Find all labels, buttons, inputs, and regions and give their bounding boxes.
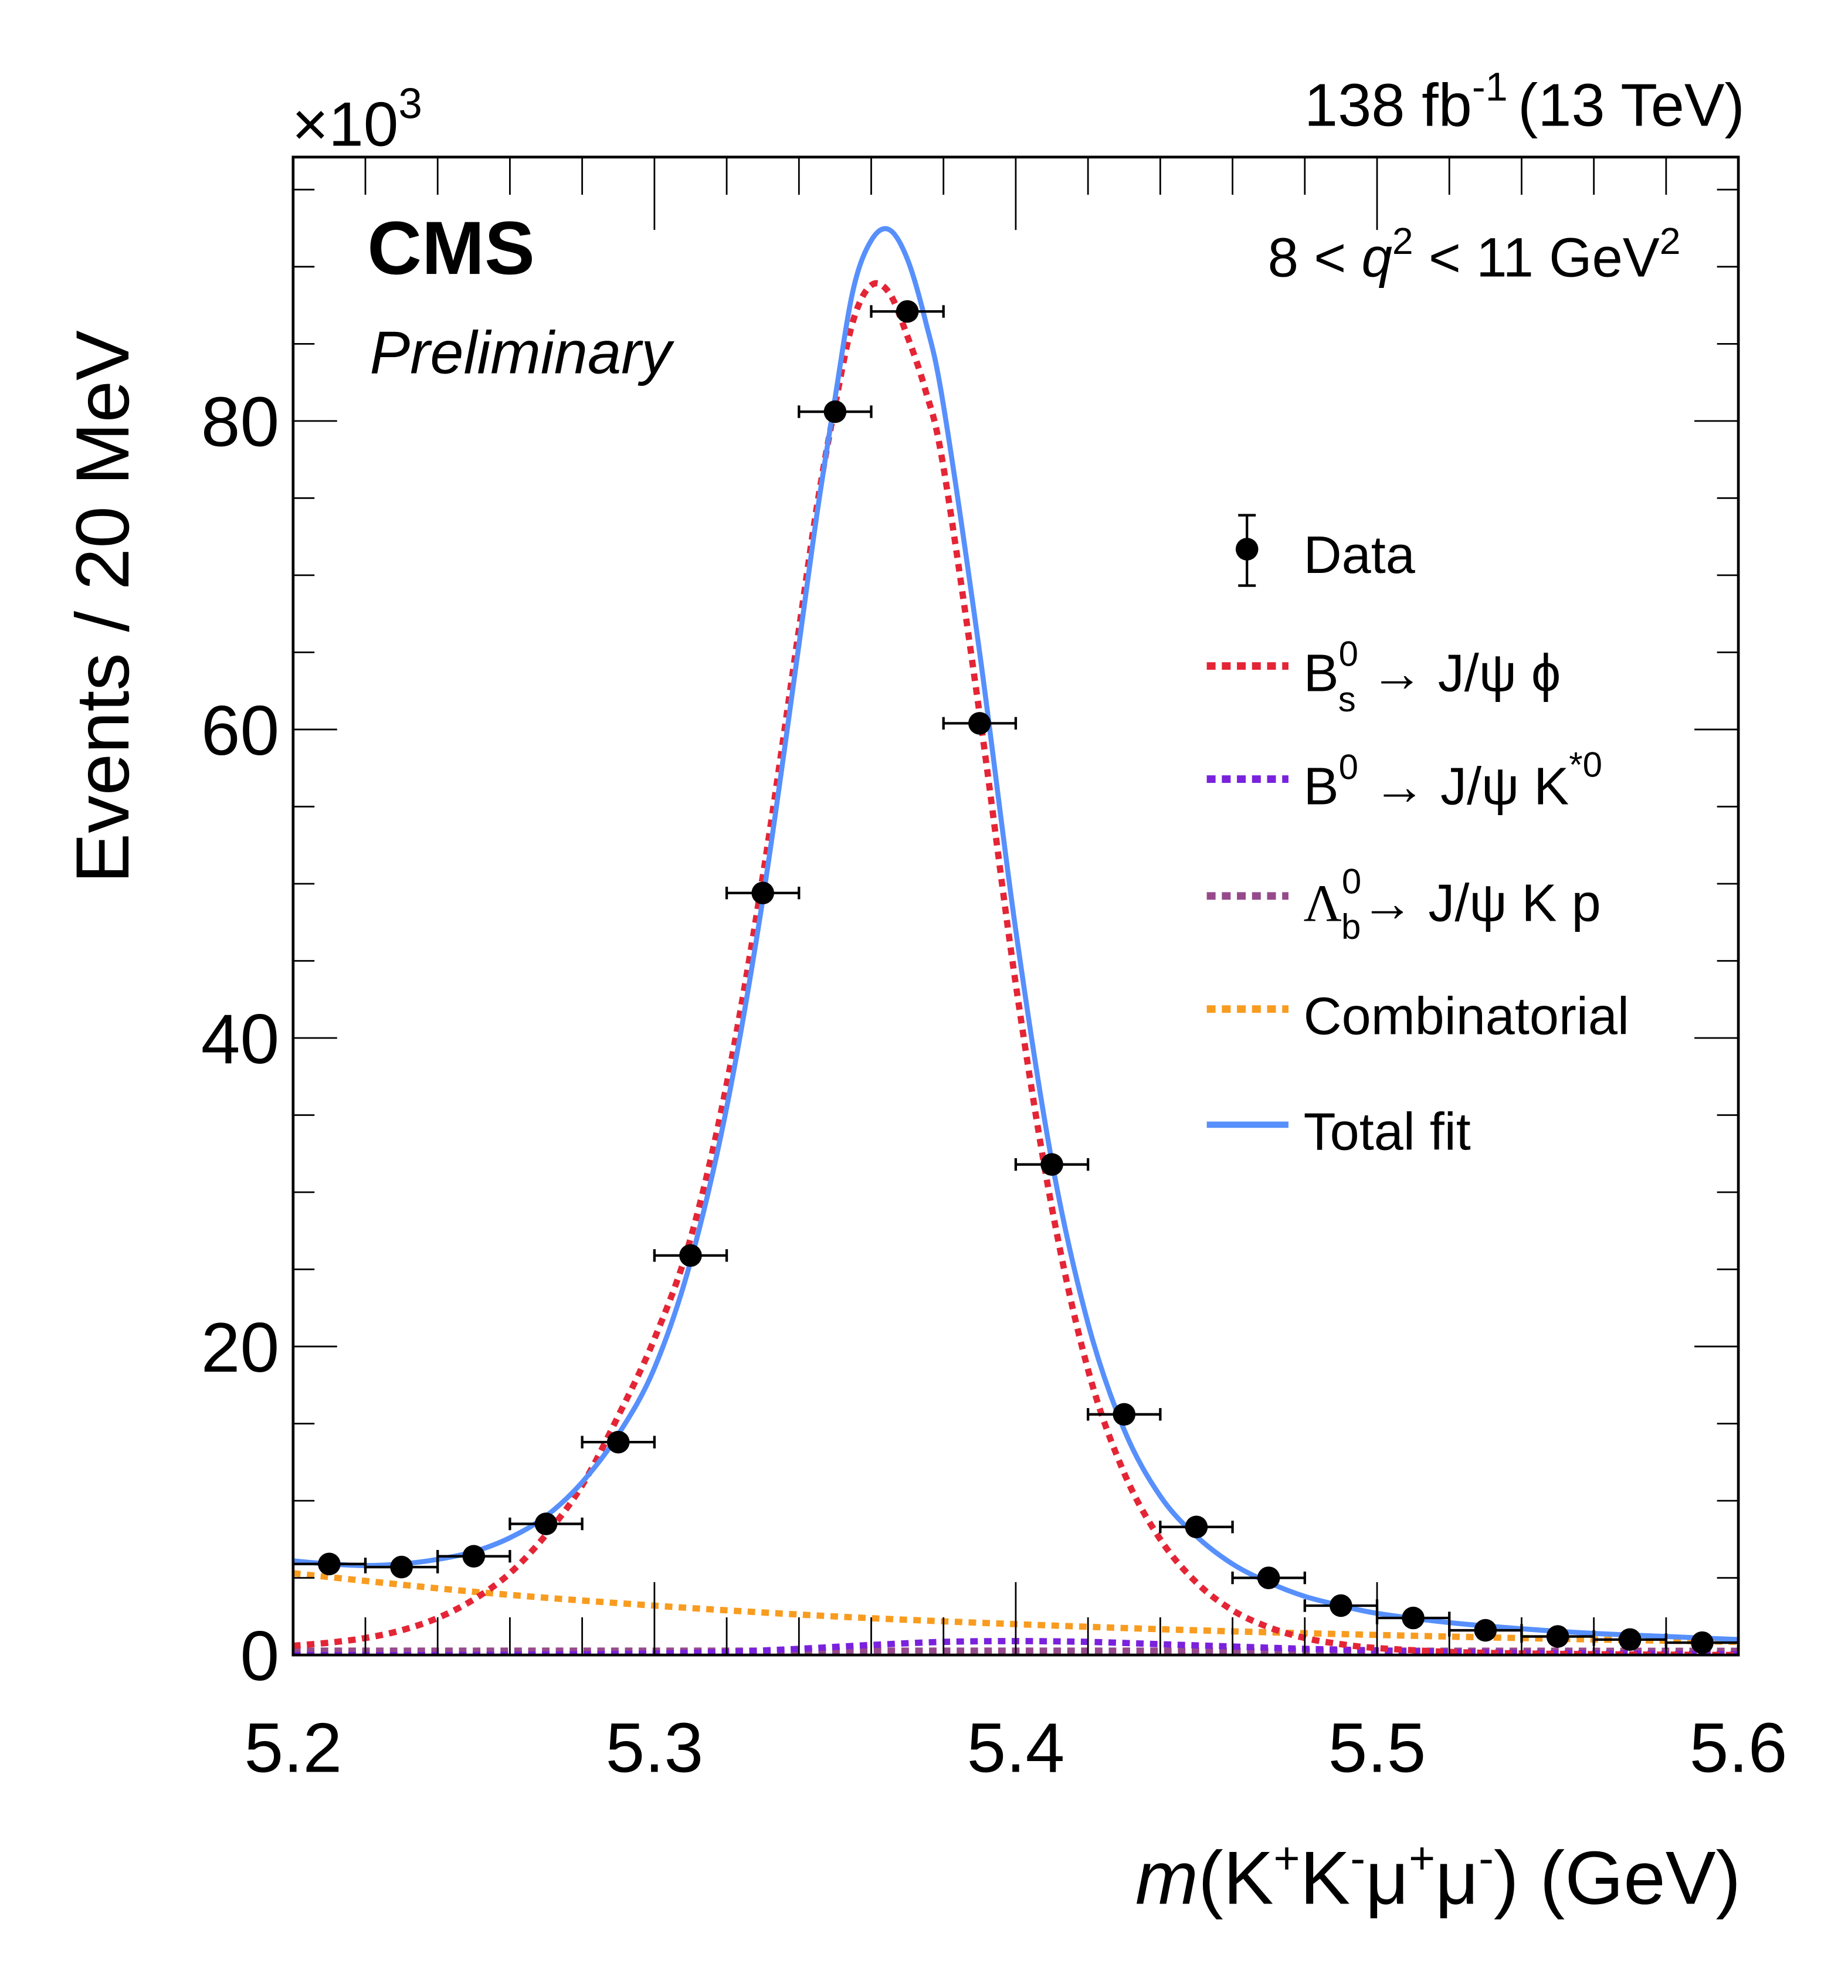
legend-label-bs: B0 s → J/ψ ϕ [1304,635,1561,719]
data-point-marker [896,300,919,323]
y-multiplier: ×103 [292,80,422,159]
experiment-label: CMS [367,206,535,290]
legend-label-comb: Combinatorial [1304,988,1629,1046]
x-tick-label: 5.4 [967,1708,1065,1787]
data-point-marker [462,1545,486,1568]
y-tick-label: 60 [201,691,279,770]
x-tick-labels: 5.2 5.3 5.4 5.5 5.6 [244,1708,1787,1787]
data-point-marker [1330,1594,1352,1617]
data-point [942,712,1018,735]
y-tick-labels: 0 20 40 60 80 [201,383,279,1695]
data-point-marker [1040,1153,1063,1176]
fit-curves [293,226,1739,1655]
data-point [1159,1515,1234,1539]
x-tick-label: 5.3 [605,1708,703,1787]
y-tick-label: 0 [240,1617,279,1695]
data-point-marker [823,400,847,423]
data-point [870,300,945,323]
data-point [436,1545,511,1568]
data-point-marker [1618,1628,1642,1651]
y-axis-title: Events / 20 MeV [61,330,145,884]
data-point-marker [1546,1625,1569,1648]
series-line-bs [293,280,1739,1655]
legend-label-b0: B0 → J/ψ K*0 [1304,745,1602,816]
data-point [364,1555,439,1579]
legend: Data B0 s → J/ψ ϕ B0 → J/ψ K*0 Λ0 b→ J/ψ K… [1206,514,1629,1162]
x-tick-label: 5.2 [244,1708,342,1787]
x-axis-title: m(K+K-μ+μ-) (GeV) [1135,1833,1741,1920]
legend-label-lb: Λ0 b→ J/ψ K p [1304,862,1601,946]
legend-data-marker [1235,538,1259,561]
data-point-marker [606,1430,630,1454]
data-point [1014,1153,1090,1176]
data-point-marker [1185,1515,1208,1539]
legend-entry-bs: B0 s → J/ψ ϕ [1206,635,1561,719]
data-point [1087,1403,1162,1426]
data-point [653,1244,728,1267]
data-points [291,300,1740,1654]
x-tick-label: 5.5 [1328,1708,1426,1787]
data-point-marker [534,1512,558,1535]
y-tick-label: 20 [201,1308,279,1387]
data-point-marker [1113,1403,1136,1426]
data-point-marker [1402,1606,1425,1630]
legend-label-data: Data [1304,526,1416,585]
axis-ticks [293,157,1739,1656]
luminosity-label: 138 fb-1 (13 TeV) [1304,64,1745,138]
data-point-marker [1257,1566,1280,1589]
legend-entry-lb: Λ0 b→ J/ψ K p [1206,862,1601,946]
data-point-marker [318,1552,341,1576]
legend-entry-b0: B0 → J/ψ K*0 [1206,745,1602,816]
x-tick-label: 5.6 [1690,1708,1788,1787]
data-point-marker [968,712,991,735]
experiment-status-label: Preliminary [370,318,675,386]
data-point [291,1552,367,1576]
legend-entry-comb: Combinatorial [1206,988,1629,1046]
data-point [1375,1606,1451,1630]
y-tick-label: 80 [201,383,279,462]
data-point [581,1430,656,1454]
data-point [508,1512,584,1535]
legend-entry-data: Data [1235,514,1416,587]
legend-entry-total: Total fit [1206,1103,1471,1162]
selection-label: 8 < q2 < 11 GeV2 [1268,220,1681,289]
data-point-marker [679,1244,702,1267]
legend-label-total: Total fit [1304,1103,1471,1162]
data-point-marker [751,881,774,905]
series-line-total [293,226,1739,1643]
data-point-marker [1691,1631,1714,1654]
y-tick-label: 40 [201,1000,279,1078]
data-point [1231,1566,1306,1589]
data-point [725,881,801,905]
data-point-marker [1474,1619,1497,1642]
data-point-marker [390,1555,413,1579]
data-point [798,400,873,423]
